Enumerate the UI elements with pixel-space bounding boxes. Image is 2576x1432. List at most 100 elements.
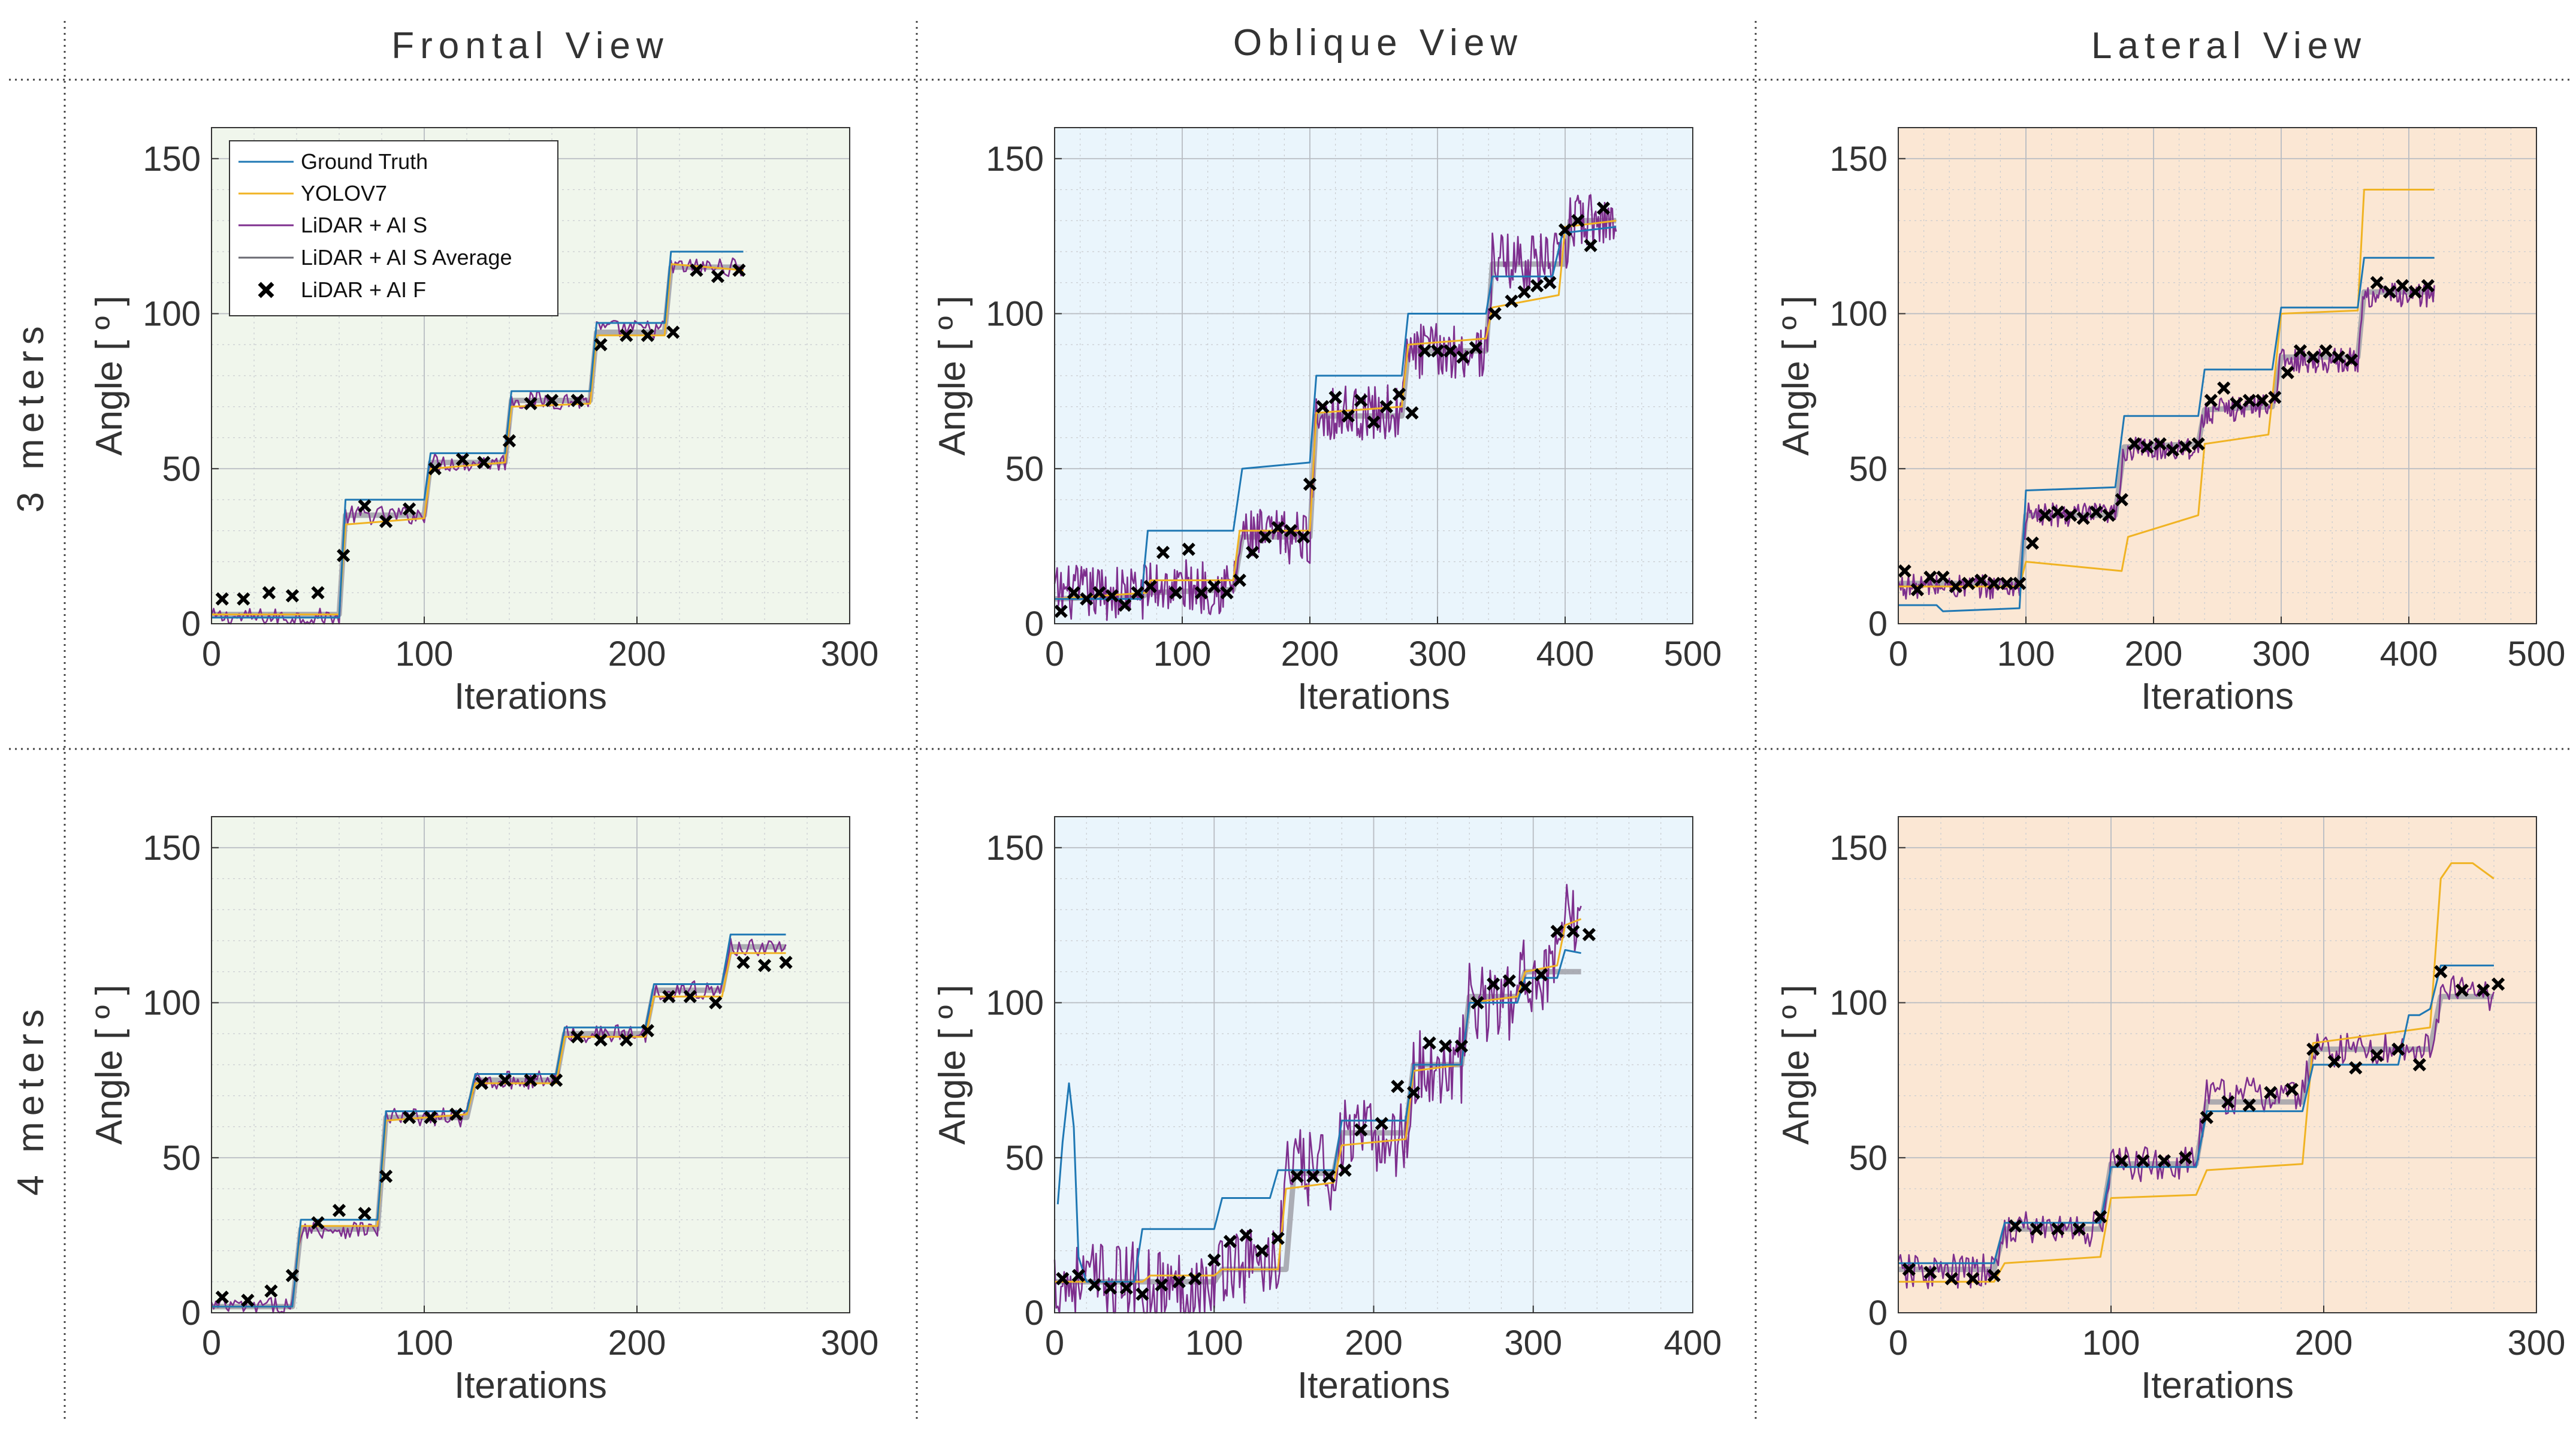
marker-stroke [1255, 1244, 1269, 1258]
axes-frame [1898, 816, 2537, 1313]
series-ground-truth [1898, 256, 2435, 612]
marker-stroke [1443, 344, 1457, 358]
y-tick-label: 50 [1005, 449, 1044, 488]
ticks: 0 100 200 300 400 500 0 50 100 150 [986, 140, 1722, 673]
marker-lidar-ai-f [2255, 394, 2269, 407]
marker-stroke [1194, 586, 1209, 600]
marker-stroke [311, 1216, 325, 1230]
axes-frame [211, 127, 850, 624]
marker-stroke [2115, 493, 2128, 507]
series-lidar-ai-f [1054, 201, 1611, 618]
marker-lidar-ai-f [683, 990, 697, 1004]
marker-lidar-ai-f [2293, 344, 2308, 358]
marker-stroke [2327, 1055, 2341, 1068]
marker-lidar-ai-f [2327, 1055, 2341, 1068]
marker-stroke [1923, 570, 1937, 584]
marker-lidar-ai-f [690, 263, 703, 277]
marker-lidar-ai-f [1328, 391, 1342, 404]
marker-lidar-ai-f [1439, 1039, 1452, 1053]
marker-lidar-ai-f [1923, 570, 1937, 584]
marker-stroke [1902, 1262, 1916, 1276]
x-tick-label: 200 [2125, 635, 2183, 673]
marker-lidar-ai-f [594, 338, 608, 352]
y-tick-label: 150 [986, 140, 1044, 179]
marker-lidar-ai-f [2089, 505, 2103, 519]
series-lidar-ai-f [215, 263, 746, 606]
marker-stroke [1182, 542, 1195, 556]
marker-stroke [1155, 1278, 1168, 1292]
marker-stroke [2370, 1049, 2384, 1062]
x-tick-label: 0 [1045, 1324, 1064, 1362]
x-tick-label: 200 [2295, 1324, 2353, 1362]
marker-stroke [1966, 1271, 1980, 1286]
marker-lidar-ai-f [732, 263, 746, 277]
x-tick-label: 100 [395, 1324, 454, 1362]
marker-stroke [498, 1073, 512, 1087]
x-axis-label: Iterations [454, 676, 607, 717]
marker-lidar-ai-f [1271, 1231, 1285, 1245]
marker-stroke [1056, 1271, 1070, 1286]
marker-lidar-ai-f [1088, 1278, 1101, 1292]
marker-stroke [1290, 1170, 1304, 1183]
marker-lidar-ai-f [2306, 350, 2320, 364]
marker-stroke [1118, 598, 1132, 612]
marker-stroke [402, 1110, 416, 1125]
marker-lidar-ai-f [1944, 1271, 1958, 1286]
marker-lidar-ai-f [2030, 1222, 2043, 1236]
marker-lidar-ai-f [2127, 437, 2142, 451]
marker-lidar-ai-f [570, 1030, 584, 1044]
marker-stroke [641, 1023, 654, 1038]
marker-lidar-ai-f [285, 1268, 300, 1283]
axes-frame [211, 816, 850, 1313]
y-tick-label: 150 [143, 829, 201, 868]
marker-stroke [2153, 437, 2167, 451]
marker-stroke [2076, 511, 2090, 525]
marker-lidar-ai-f [1105, 589, 1119, 603]
column-title-frontal: Frontal View [391, 25, 669, 67]
marker-stroke [311, 586, 325, 600]
marker-lidar-ai-f [2000, 576, 2014, 590]
marker-lidar-ai-f [1104, 1281, 1118, 1295]
x-tick-label: 0 [1889, 1324, 1908, 1362]
marker-stroke [2255, 394, 2269, 407]
marker-stroke [2421, 279, 2435, 293]
marker-lidar-ai-f [1987, 576, 2001, 590]
marker-stroke [2051, 505, 2065, 519]
marker-lidar-ai-f [1354, 394, 1368, 407]
marker-lidar-ai-f [1367, 415, 1381, 429]
marker-lidar-ai-f [1923, 1265, 1937, 1279]
marker-stroke [1105, 589, 1119, 603]
marker-stroke [1543, 276, 1557, 289]
marker-lidar-ai-f [1092, 586, 1106, 600]
marker-stroke [1487, 977, 1500, 991]
marker-lidar-ai-f [475, 1076, 489, 1090]
marker-lidar-ai-f [1936, 570, 1950, 584]
marker-lidar-ai-f [428, 462, 442, 476]
subplot-4m-lateral: 0 100 200 300 0 50 100 150 Iterations Angle [ º ] [1775, 816, 2565, 1406]
y-axis-label: Angle [ º ] [1775, 295, 1817, 455]
marker-lidar-ai-f [736, 956, 750, 969]
x-tick-label: 200 [1345, 1324, 1403, 1362]
legend-box [229, 140, 558, 316]
marker-lidar-ai-f [264, 1284, 278, 1298]
marker-stroke [2230, 397, 2243, 410]
marker-lidar-ai-f [641, 328, 654, 342]
ticks: 0 100 200 300 0 50 100 150 [1829, 829, 2565, 1362]
marker-lidar-ai-f [1258, 530, 1272, 544]
marker-stroke [1271, 1231, 1285, 1245]
marker-lidar-ai-f [1456, 350, 1470, 364]
marker-stroke [2242, 1098, 2256, 1112]
marker-stroke [2242, 394, 2256, 407]
marker-stroke [2293, 344, 2308, 358]
marker-lidar-ai-f [1487, 977, 1500, 991]
marker-lidar-ai-f [545, 394, 559, 407]
y-tick-label: 0 [1025, 1294, 1044, 1333]
marker-lidar-ai-f [2179, 440, 2193, 454]
marker-stroke [1430, 344, 1445, 358]
marker-stroke [402, 502, 416, 516]
marker-lidar-ai-f [1910, 582, 1925, 597]
x-tick-label: 400 [2380, 635, 2438, 673]
marker-stroke [524, 1073, 537, 1087]
series-lidar-ai-s [1053, 194, 1617, 621]
